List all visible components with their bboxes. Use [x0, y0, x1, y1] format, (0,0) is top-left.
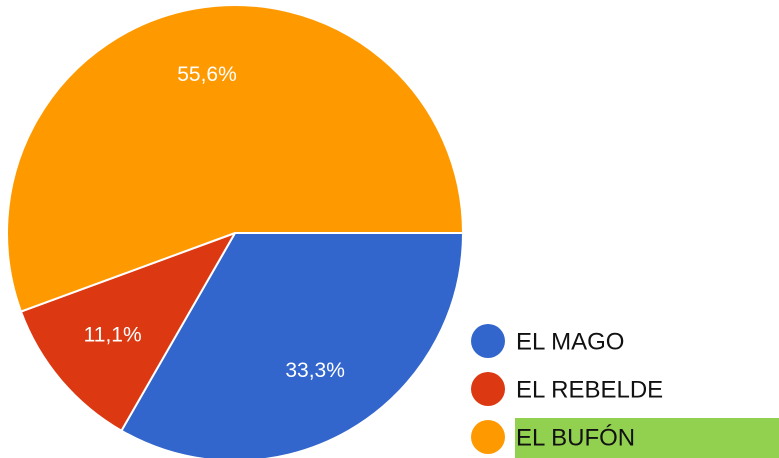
legend-label: EL MAGO [516, 328, 624, 355]
legend-marker [471, 420, 505, 454]
pie-slice [19, 231, 238, 433]
legend-marker [471, 324, 505, 358]
legend-label: EL BUFÓN [516, 424, 635, 451]
pie-slice [120, 232, 465, 458]
text-highlight [515, 418, 779, 458]
slice-label: 33,3% [285, 359, 345, 382]
slice-label: 11,1% [84, 324, 142, 347]
slice-label: 55,6% [177, 63, 237, 86]
pie-slice [6, 4, 465, 313]
legend-label: EL REBELDE [516, 376, 663, 403]
legend-marker [471, 372, 505, 406]
